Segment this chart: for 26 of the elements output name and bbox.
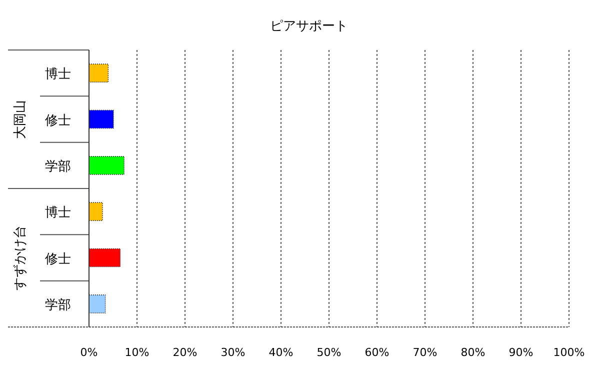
x-tick-label: 80% [460, 346, 486, 359]
x-tick-label: 90% [508, 346, 534, 359]
y-tick-label: 修士 [45, 252, 71, 267]
x-tick-label: 20% [172, 346, 198, 359]
x-tick-label: 40% [268, 346, 294, 359]
chart-title: ピアサポート [270, 19, 348, 34]
x-tick-label: 30% [220, 346, 246, 359]
text: 大岡山 [13, 100, 28, 139]
x-tick-label: 10% [124, 346, 150, 359]
bar [88, 202, 103, 221]
y-tick-label: 博士 [45, 67, 71, 82]
x-tick-label: 50% [316, 346, 342, 359]
y-tick-label: 博士 [45, 206, 71, 221]
bar [88, 248, 121, 268]
bar [88, 156, 124, 175]
bar [88, 294, 106, 314]
x-tick-label: 0% [80, 346, 98, 359]
y-tick-label: 学部 [45, 159, 71, 174]
y-tick-label: 学部 [45, 298, 71, 313]
x-tick-label: 70% [412, 346, 438, 359]
x-tick-label: 60% [364, 346, 390, 359]
bar [88, 110, 114, 129]
y-tick-label: 修士 [45, 113, 71, 128]
text: すずかけ台 [13, 225, 28, 290]
bar [88, 64, 109, 82]
x-tick-label: 100% [553, 346, 585, 359]
